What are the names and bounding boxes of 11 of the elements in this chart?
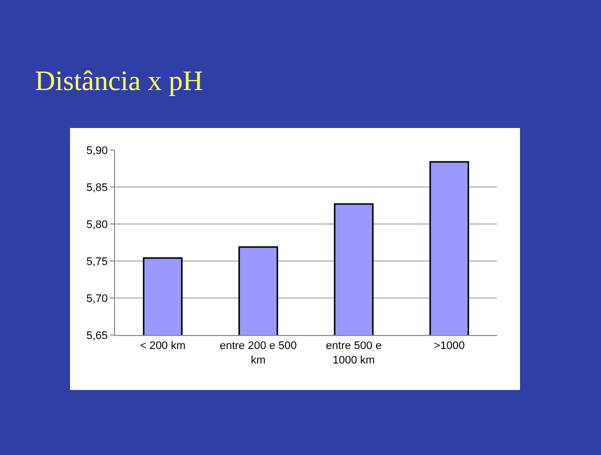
y-tick-label: 5,65 xyxy=(86,330,108,342)
y-tick-label: 5,80 xyxy=(86,218,108,231)
chart-title: Distância x pH xyxy=(35,66,203,97)
x-tick-label: < 200 km xyxy=(140,340,186,352)
x-tick-label: entre 500 e 1000 km xyxy=(326,340,382,366)
y-tick-label: 5,85 xyxy=(86,182,108,194)
y-tick-label: 5,75 xyxy=(86,256,108,268)
y-tick-label: 5,70 xyxy=(86,292,108,305)
x-tick-label: >1000 xyxy=(434,340,465,352)
y-tick-label: 5,90 xyxy=(86,144,108,157)
x-tick-label: entre 200 e 500 km xyxy=(220,340,297,366)
